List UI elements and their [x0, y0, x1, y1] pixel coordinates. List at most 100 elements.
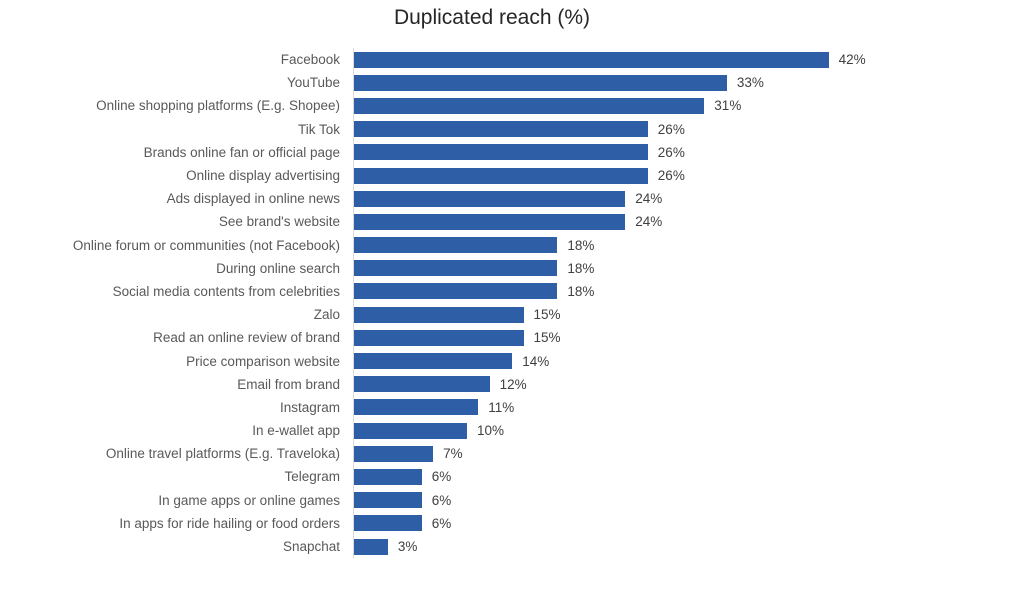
bar [354, 190, 626, 207]
value-label: 6% [431, 515, 452, 531]
value-label: 6% [431, 469, 452, 485]
bar [354, 468, 422, 485]
bar-row: Snapchat 3% [0, 534, 866, 559]
value-label: 18% [567, 283, 595, 299]
bar [354, 144, 648, 161]
bar-area: 10% [353, 419, 505, 443]
value-label: 10% [477, 423, 505, 439]
value-label: 18% [567, 237, 595, 253]
bar [354, 445, 434, 462]
bar-row: In game apps or online games 6% [0, 488, 866, 512]
bar-area: 18% [353, 256, 594, 280]
bar-area: 33% [353, 71, 764, 95]
bar-area: 7% [353, 442, 463, 466]
bar [354, 51, 829, 68]
bar-area: 11% [353, 395, 515, 419]
value-label: 14% [522, 353, 550, 369]
value-label: 15% [533, 330, 561, 346]
bar-area: 6% [353, 511, 452, 535]
bar-area: 14% [353, 349, 550, 373]
value-label: 26% [657, 168, 685, 184]
bar-area: 26% [353, 163, 685, 188]
bar-row: Online display advertising 26% [0, 163, 866, 188]
bar-row: Online travel platforms (E.g. Traveloka)… [0, 442, 866, 466]
category-label: Read an online review of brand [153, 330, 340, 346]
bar [354, 213, 626, 230]
bar [354, 492, 422, 509]
category-label: Facebook [280, 52, 340, 68]
value-label: 24% [635, 191, 663, 207]
bar-row: Price comparison website 14% [0, 349, 866, 373]
bar [354, 306, 524, 323]
value-label: 26% [657, 121, 685, 137]
bar-row: YouTube 33% [0, 71, 866, 95]
bar [354, 422, 467, 439]
bar-row: Tik Tok 26% [0, 117, 866, 141]
bar-row: Email from brand 12% [0, 372, 866, 396]
bar-area: 15% [353, 326, 561, 350]
bar-row: Online forum or communities (not Faceboo… [0, 233, 866, 257]
bar-row: Read an online review of brand 15% [0, 326, 866, 350]
category-label: Price comparison website [186, 353, 340, 369]
category-label: Online forum or communities (not Faceboo… [72, 237, 340, 253]
bar-area: 12% [353, 372, 527, 396]
bar-area: 26% [353, 140, 685, 164]
bar [354, 376, 490, 393]
category-label: Instagram [279, 399, 340, 415]
bar-area: 18% [353, 279, 595, 304]
value-label: 26% [657, 144, 685, 160]
bar-area: 6% [353, 465, 452, 489]
category-label: Online display advertising [186, 168, 340, 184]
bar-area: 26% [353, 117, 685, 141]
bar-row: Brands online fan or official page 26% [0, 140, 866, 164]
category-label: Tik Tok [297, 121, 340, 137]
bar [354, 97, 705, 114]
bar-area: 18% [353, 233, 595, 257]
value-label: 3% [397, 539, 418, 555]
bar-row: In apps for ride hailing or food orders … [0, 511, 866, 535]
value-label: 24% [635, 214, 663, 230]
bar-row: During online search 18% [0, 256, 866, 280]
bar-row: Instagram 11% [0, 395, 866, 419]
bar [354, 515, 422, 532]
bar [354, 167, 648, 184]
category-label: Telegram [284, 469, 340, 485]
bar-area: 6% [353, 488, 452, 512]
bar-area: 24% [353, 210, 663, 234]
bar-row: Social media contents from celebrities 1… [0, 279, 866, 304]
bar-area: 42% [353, 48, 866, 72]
value-label: 7% [443, 446, 463, 462]
bar [354, 260, 558, 277]
category-label: In game apps or online games [158, 492, 340, 508]
value-label: 31% [714, 98, 742, 114]
chart-title: Duplicated reach (%) [393, 6, 591, 29]
bar [354, 329, 524, 346]
bar [354, 353, 513, 370]
value-label: 11% [488, 399, 515, 415]
bar-row: Facebook 42% [0, 48, 866, 72]
bar-row: Zalo 15% [0, 303, 866, 327]
bar-row: Online shopping platforms (E.g. Shopee) … [0, 94, 866, 118]
bar [354, 399, 479, 416]
bar-area: 31% [353, 94, 742, 118]
bar-row: In e-wallet app 10% [0, 419, 866, 443]
bar [354, 121, 648, 138]
category-label: Brands online fan or official page [143, 144, 340, 160]
bar-chart-plot-area: Facebook 42% YouTube 33% Online shopping… [0, 48, 866, 559]
category-label: Snapchat [282, 539, 340, 555]
bar-row: See brand's website 24% [0, 210, 866, 234]
bar [354, 283, 558, 300]
bar-area: 24% [353, 187, 663, 211]
category-label: See brand's website [218, 214, 340, 230]
category-label: Social media contents from celebrities [112, 283, 340, 299]
value-label: 33% [736, 75, 764, 91]
value-label: 15% [533, 307, 561, 323]
bar [354, 237, 558, 254]
category-label: Online travel platforms (E.g. Traveloka) [105, 446, 340, 462]
category-label: In apps for ride hailing or food orders [119, 515, 340, 531]
category-label: Online shopping platforms (E.g. Shopee) [96, 98, 340, 114]
category-label: During online search [216, 260, 340, 276]
bar-area: 3% [353, 534, 418, 559]
category-label: Ads displayed in online news [166, 191, 340, 207]
value-label: 6% [431, 492, 452, 508]
